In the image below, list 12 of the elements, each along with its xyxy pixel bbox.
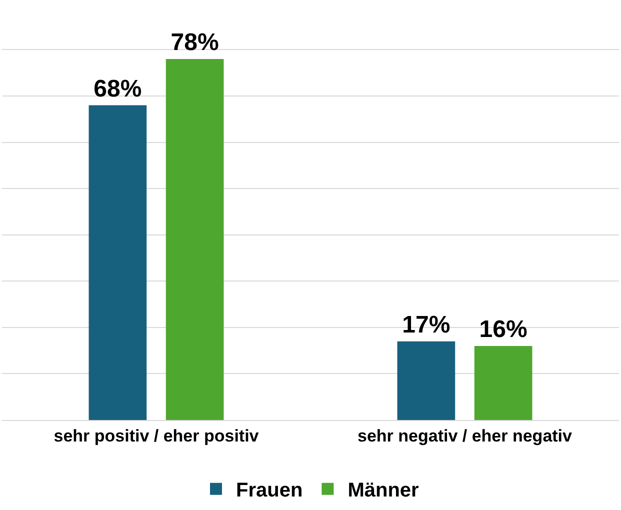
x-tick-label: sehr negativ / eher negativ [358, 426, 573, 446]
data-label: 68% [94, 75, 142, 102]
data-label: 78% [170, 29, 219, 56]
legend-label: Männer [348, 480, 420, 502]
bar [166, 59, 224, 420]
bar [397, 341, 456, 420]
bar [88, 105, 147, 420]
data-label: 16% [479, 316, 528, 343]
data-label: 17% [402, 311, 450, 338]
bar [474, 346, 532, 420]
legend-label: Frauen [236, 480, 303, 502]
x-tick-label: sehr positiv / eher positiv [54, 426, 260, 446]
